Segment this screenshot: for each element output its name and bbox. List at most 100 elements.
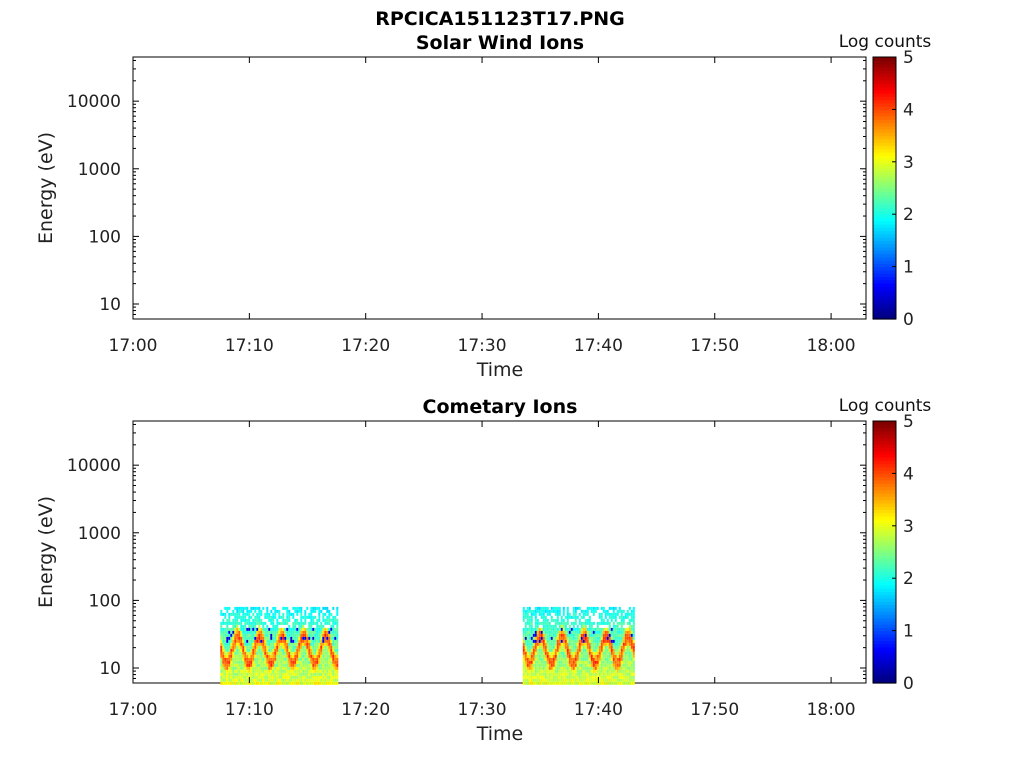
heatmap-cell	[290, 669, 293, 673]
heatmap-cell	[256, 681, 259, 685]
heatmap-cell	[320, 669, 323, 673]
heatmap-cell	[282, 642, 285, 646]
heatmap-cell	[250, 678, 253, 682]
heatmap-cell	[308, 681, 311, 685]
heatmap-cell	[594, 651, 597, 655]
heatmap-cell	[280, 663, 283, 667]
colorbar-frame	[872, 56, 897, 320]
colorbar-segment	[873, 155, 896, 160]
heatmap-cell	[306, 678, 309, 682]
heatmap-cell	[228, 648, 231, 652]
heatmap-cell	[598, 633, 601, 637]
heatmap-cell	[286, 663, 289, 667]
heatmap-cell	[294, 627, 297, 631]
heatmap-cell	[276, 633, 279, 637]
colorbar-segment	[873, 161, 896, 166]
heatmap-cell	[632, 642, 635, 646]
heatmap-cell	[604, 612, 607, 616]
heatmap-cell	[572, 681, 575, 685]
heatmap-cell	[582, 636, 585, 640]
heatmap-cell	[222, 648, 225, 652]
heatmap-cell	[302, 636, 305, 640]
heatmap-cell	[568, 630, 571, 634]
colorbar-segment	[873, 656, 896, 661]
heatmap-cell	[252, 633, 255, 637]
heatmap-cell	[550, 633, 553, 637]
heatmap-cell	[612, 678, 615, 682]
heatmap-cell	[608, 630, 611, 634]
heatmap-cell	[298, 663, 301, 667]
heatmap-cell	[326, 627, 329, 631]
heatmap-cell	[304, 669, 307, 673]
heatmap-cell	[314, 645, 317, 649]
heatmap-cell	[544, 678, 547, 682]
heatmap-cell	[308, 627, 311, 631]
heatmap-cell	[318, 645, 321, 649]
heatmap-cell	[600, 633, 603, 637]
heatmap-cell	[586, 678, 589, 682]
heatmap-cell	[534, 615, 537, 619]
heatmap-cell	[280, 678, 283, 682]
heatmap-cell	[606, 642, 609, 646]
heatmap-cell	[530, 621, 533, 625]
heatmap-cell	[526, 669, 529, 673]
heatmap-cell	[582, 660, 585, 664]
heatmap-cell	[604, 642, 607, 646]
heatmap-cell	[230, 666, 233, 670]
colorbar-segment	[873, 607, 896, 612]
colorbar-segment	[873, 552, 896, 556]
heatmap-cell	[268, 657, 271, 661]
heatmap-cell	[326, 675, 329, 679]
heatmap-cell	[274, 606, 277, 610]
heatmap-cell	[328, 648, 331, 652]
heatmap-cell	[302, 642, 305, 646]
heatmap-cell	[244, 627, 247, 631]
heatmap-cell	[552, 660, 555, 664]
heatmap-cell	[540, 669, 543, 673]
heatmap-cell	[556, 642, 559, 646]
heatmap-cell	[602, 654, 605, 658]
heatmap-cell	[316, 633, 319, 637]
heatmap-cell	[536, 675, 539, 679]
heatmap-cell	[240, 675, 243, 679]
colorbar-segment	[873, 168, 896, 173]
heatmap-cell	[302, 615, 305, 619]
heatmap-cell	[246, 645, 249, 649]
heatmap-cell	[328, 675, 331, 679]
heatmap-cell	[274, 681, 277, 685]
heatmap-cell	[600, 660, 603, 664]
colorbar-segment	[873, 561, 896, 566]
heatmap-cell	[558, 612, 561, 616]
heatmap-cell	[552, 609, 555, 613]
heatmap-cell	[568, 648, 571, 652]
heatmap-cell	[268, 612, 271, 616]
heatmap-cell	[256, 618, 259, 622]
heatmap-cell	[558, 651, 561, 655]
heatmap-cell	[574, 660, 577, 664]
heatmap-cell	[568, 624, 571, 628]
heatmap-cell	[574, 609, 577, 613]
heatmap-cell	[334, 666, 337, 670]
heatmap-cell	[532, 660, 535, 664]
heatmap-cell	[260, 663, 263, 667]
heatmap-cell	[542, 642, 545, 646]
heatmap-cell	[596, 633, 599, 637]
heatmap-cell	[592, 657, 595, 661]
heatmap-cell	[226, 609, 229, 613]
heatmap-cell	[588, 648, 591, 652]
colorbar-segment	[873, 181, 896, 186]
heatmap-cell	[542, 681, 545, 685]
heatmap-cell	[268, 615, 271, 619]
heatmap-cell	[592, 648, 595, 652]
heatmap-cell	[278, 651, 281, 655]
heatmap-cell	[318, 615, 321, 619]
x-tick-label: 17:20	[341, 336, 390, 356]
heatmap-cell	[264, 621, 267, 625]
heatmap-cell	[312, 633, 315, 637]
heatmap-cell	[604, 657, 607, 661]
heatmap-cell	[528, 633, 531, 637]
heatmap-cell	[558, 666, 561, 670]
heatmap-cell	[254, 621, 257, 625]
heatmap-cell	[324, 627, 327, 631]
heatmap-cell	[544, 669, 547, 673]
